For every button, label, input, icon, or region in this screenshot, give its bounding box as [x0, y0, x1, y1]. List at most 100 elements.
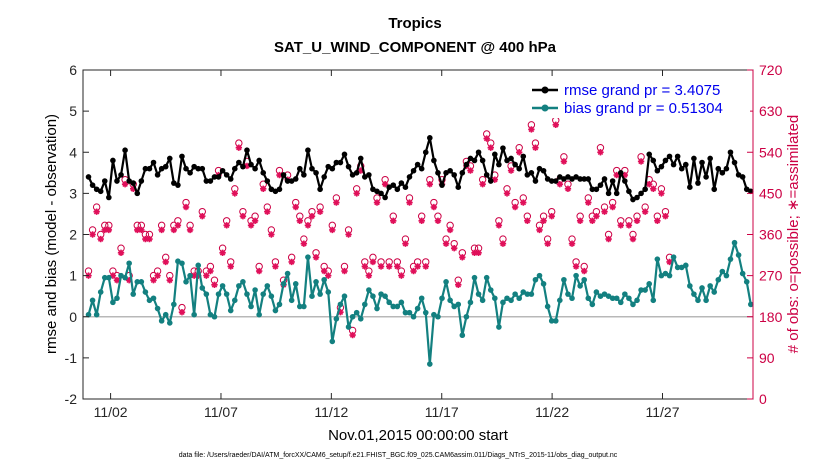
bias-point [260, 291, 267, 297]
y-left-tick-label: -2 [65, 391, 78, 407]
obs-assimilated-point [556, 181, 564, 188]
rmse-point [626, 188, 632, 195]
obs-assimilated-point [239, 213, 247, 220]
obs-assimilated-point [170, 226, 178, 234]
bias-point [609, 295, 616, 302]
rmse-point [134, 190, 141, 197]
bias-point [333, 316, 340, 322]
bias-point [617, 299, 624, 306]
obs-assimilated-point [666, 258, 673, 266]
obs-assimilated-point [243, 162, 251, 170]
y-right-tick-label: 540 [759, 144, 783, 160]
rmse-point [280, 172, 287, 178]
rmse-point [678, 165, 685, 172]
obs-assimilated-point [223, 222, 230, 229]
obs-assimilated-point [385, 263, 393, 270]
obs-assimilated-point [613, 171, 620, 179]
rmse-point [244, 147, 250, 153]
obs-assimilated-point [174, 222, 182, 229]
rmse-point [532, 178, 539, 184]
y-right-tick-label: 270 [759, 268, 783, 284]
rmse-point [345, 163, 352, 170]
bias-point [154, 305, 161, 312]
obs-assimilated-point [394, 263, 401, 270]
rmse-point [601, 176, 608, 182]
obs-assimilated-point [113, 276, 121, 284]
obs-assimilated-point [325, 272, 332, 279]
rmse-point [211, 174, 218, 180]
rmse-point [727, 149, 734, 156]
bias-point [427, 361, 433, 367]
obs-assimilated-point [516, 149, 523, 156]
bias-point [398, 299, 405, 306]
rmse-point [321, 174, 327, 180]
obs-assimilated-point [471, 249, 478, 256]
bias-point [309, 293, 315, 299]
bias-point [723, 272, 730, 279]
obs-assimilated-point [361, 263, 369, 270]
obs-assimilated-point [117, 249, 125, 256]
bias-point [337, 301, 344, 308]
rmse-point [313, 170, 319, 176]
rmse-point [500, 145, 506, 151]
rmse-point [154, 172, 161, 178]
bias-point [593, 289, 600, 295]
rmse-point [487, 178, 494, 184]
obs-assimilated-point [597, 149, 604, 156]
bias-point [97, 289, 104, 295]
bias-point [162, 311, 169, 318]
bias-point [443, 278, 449, 285]
bias-point [134, 278, 141, 285]
bias-point [463, 313, 470, 320]
rmse-point [390, 182, 397, 188]
rmse-point [414, 161, 421, 168]
bias-point [455, 301, 462, 308]
rmse-point [687, 184, 693, 191]
bias-point [581, 276, 588, 283]
rmse-point [219, 167, 226, 174]
obs-assimilated-point [134, 226, 141, 234]
bias-point [199, 285, 206, 291]
rmse-point [512, 161, 518, 168]
obs-assimilated-point [178, 308, 186, 316]
obs-assimilated-point [296, 217, 303, 224]
bias-point [191, 311, 197, 318]
rmse-point [703, 174, 709, 180]
rmse-point [207, 178, 214, 184]
obs-assimilated-point [491, 176, 499, 183]
bias-point [252, 287, 258, 293]
rmse-point [540, 167, 547, 174]
bias-point [106, 274, 112, 281]
obs-assimilated-point [540, 217, 547, 224]
bias-point [573, 272, 579, 279]
obs-assimilated-point [341, 267, 348, 275]
rmse-point [292, 176, 299, 182]
obs-assimilated-point [272, 263, 279, 270]
bias-point [93, 311, 100, 318]
obs-assimilated-point [483, 135, 490, 142]
x-axis: 11/02 11/07 11/12 11/17 11/22 11/27 [94, 70, 680, 420]
rmse-point [199, 165, 206, 172]
bias-point [345, 324, 352, 330]
rmse-point [146, 165, 153, 172]
bias-point [122, 274, 128, 281]
obs-assimilated-point [333, 199, 340, 206]
bias-point [288, 297, 295, 304]
y-right-tick-label: 360 [759, 227, 783, 243]
obs-assimilated-point [641, 208, 649, 215]
rmse-point [605, 190, 612, 197]
rmse-point [617, 170, 624, 176]
rmse-point [658, 163, 665, 170]
obs-assimilated-point [418, 217, 425, 224]
x-tick-label: 11/07 [204, 404, 238, 420]
rmse-point [106, 194, 112, 201]
obs-assimilated-point [105, 226, 113, 234]
obs-assimilated-point [125, 276, 133, 284]
bias-point [528, 291, 535, 297]
rmse-point [715, 165, 722, 172]
obs-assimilated-point [617, 222, 624, 229]
bias-point [743, 278, 750, 285]
obs-assimilated-point [130, 185, 137, 193]
y-left-tick-label: 1 [69, 268, 77, 284]
obs-assimilated-point [207, 267, 214, 275]
